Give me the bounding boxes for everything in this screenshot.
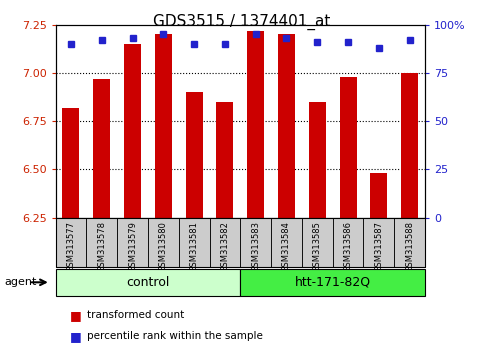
Bar bbox=[302, 218, 333, 267]
Bar bbox=[210, 218, 240, 267]
Text: GDS3515 / 1374401_at: GDS3515 / 1374401_at bbox=[153, 14, 330, 30]
Bar bbox=[278, 34, 295, 218]
Bar bbox=[309, 102, 326, 218]
Bar bbox=[240, 218, 271, 267]
Bar bbox=[62, 108, 79, 218]
Text: control: control bbox=[126, 276, 170, 289]
Text: GSM313588: GSM313588 bbox=[405, 221, 414, 272]
Bar bbox=[117, 218, 148, 267]
Text: GSM313585: GSM313585 bbox=[313, 221, 322, 272]
Bar bbox=[394, 218, 425, 267]
Bar bbox=[124, 44, 141, 218]
Bar bbox=[247, 30, 264, 218]
Text: GSM313579: GSM313579 bbox=[128, 221, 137, 272]
Text: GSM313577: GSM313577 bbox=[67, 221, 75, 272]
Text: GSM313586: GSM313586 bbox=[343, 221, 353, 272]
Text: GSM313580: GSM313580 bbox=[159, 221, 168, 272]
Bar bbox=[216, 102, 233, 218]
Text: percentile rank within the sample: percentile rank within the sample bbox=[87, 331, 263, 341]
Text: transformed count: transformed count bbox=[87, 310, 184, 320]
Text: agent: agent bbox=[5, 277, 37, 287]
Bar bbox=[93, 79, 110, 218]
Bar bbox=[148, 218, 179, 267]
Text: GSM313584: GSM313584 bbox=[282, 221, 291, 272]
Bar bbox=[155, 34, 172, 218]
Text: ■: ■ bbox=[70, 330, 82, 343]
Bar bbox=[185, 92, 202, 218]
Bar bbox=[179, 218, 210, 267]
Text: GSM313581: GSM313581 bbox=[190, 221, 199, 272]
Bar bbox=[271, 218, 302, 267]
Bar bbox=[370, 173, 387, 218]
Text: GSM313583: GSM313583 bbox=[251, 221, 260, 272]
Bar bbox=[240, 269, 425, 296]
Bar bbox=[56, 269, 241, 296]
Text: htt-171-82Q: htt-171-82Q bbox=[295, 276, 371, 289]
Bar bbox=[401, 73, 418, 218]
Text: GSM313582: GSM313582 bbox=[220, 221, 229, 272]
Text: ■: ■ bbox=[70, 309, 82, 321]
Bar bbox=[333, 218, 364, 267]
Bar bbox=[340, 77, 356, 218]
Text: GSM313578: GSM313578 bbox=[97, 221, 106, 272]
Bar bbox=[86, 218, 117, 267]
Bar bbox=[56, 218, 86, 267]
Bar bbox=[364, 218, 394, 267]
Text: GSM313587: GSM313587 bbox=[374, 221, 384, 272]
